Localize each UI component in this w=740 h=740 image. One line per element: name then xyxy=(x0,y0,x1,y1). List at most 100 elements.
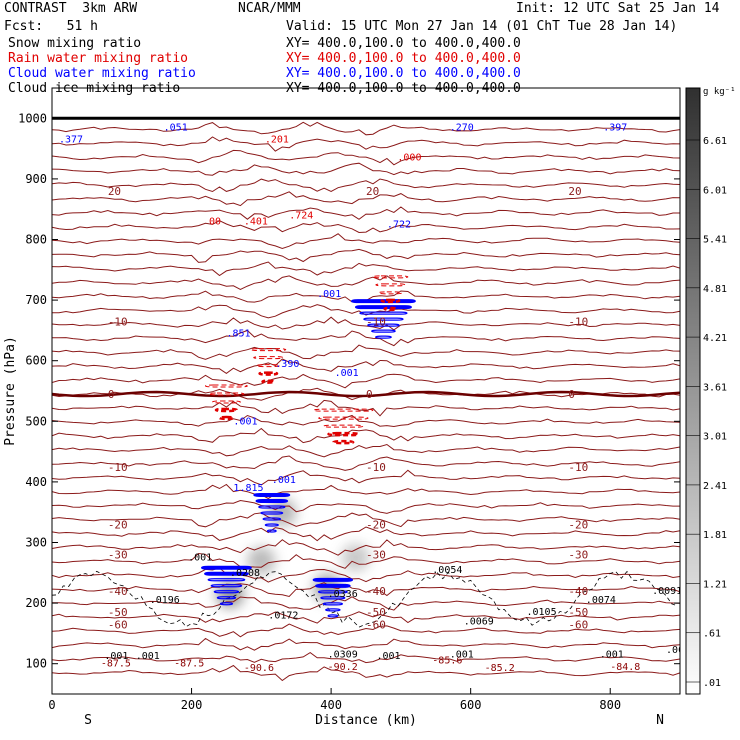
y-tick-label-6: 700 xyxy=(25,293,47,307)
annotation-30: .001 xyxy=(317,289,341,300)
colorbar-tick-label-11: .01 xyxy=(703,678,721,689)
field-name-rain: Rain water mixing ratio xyxy=(8,51,189,66)
isotherm-label-0-0: -60 xyxy=(108,618,128,631)
isotherm-line-9 xyxy=(52,539,680,556)
cloud-water-contour-2-3 xyxy=(320,596,346,600)
isotherm-label-8-2: 20 xyxy=(568,185,581,198)
rain-water-contour-0-0 xyxy=(205,384,248,388)
rain-water-contour-2-1 xyxy=(318,416,369,420)
isotherm-line-37 xyxy=(52,149,680,166)
valid-time-label: Valid: 15 UTC Mon 27 Jan 14 (01 ChT Tue … xyxy=(286,19,678,34)
x-tick-label-4: 800 xyxy=(599,698,621,712)
isotherm-label-4-0: -20 xyxy=(108,518,128,531)
annotation-18: .0074 xyxy=(586,595,616,606)
annotation-39: .201 xyxy=(265,135,289,146)
isotherm-label-1-2: -50 xyxy=(568,606,588,619)
cloud-water-contour-1-0 xyxy=(253,493,291,498)
cloud-water-contour-0-2 xyxy=(207,578,246,582)
annotation-25: .001 xyxy=(272,475,296,486)
annotation-24: 1.815 xyxy=(233,483,263,494)
cloud-water-contour-1-5 xyxy=(264,523,279,527)
isotherm-label-3-2: -30 xyxy=(568,549,588,562)
annotation-5: -85.2 xyxy=(485,663,515,674)
y-tick-label-2: 300 xyxy=(25,536,47,550)
cloud-water-contour-1-2 xyxy=(258,505,286,509)
isotherm-label-7-2: -10 xyxy=(568,315,588,328)
isotherm-line-6 xyxy=(52,582,680,598)
annotation-16: .0069 xyxy=(464,616,494,627)
y-tick-label-5: 600 xyxy=(25,354,47,368)
annotation-31: .722 xyxy=(387,219,411,230)
x-tick-label-2: 400 xyxy=(320,698,342,712)
isotherm-label-4-1: -20 xyxy=(366,518,386,531)
annotation-21: .0054 xyxy=(432,565,462,576)
annotation-33: .051 xyxy=(164,122,188,133)
annotation-8: .001 xyxy=(136,651,160,662)
annotation-7: .001 xyxy=(104,651,128,662)
cloud-water-contour-2-5 xyxy=(325,608,341,612)
cloud-water-contour-3-3 xyxy=(363,317,404,321)
annotation-19: .0091 xyxy=(652,586,682,597)
annotation-3: -90.2 xyxy=(328,662,358,673)
y-tick-label-3: 400 xyxy=(25,475,47,489)
isotherm-label-7-0: -10 xyxy=(108,315,128,328)
cloud-water-contour-2-6 xyxy=(327,614,339,618)
isotherm-label-6-2: 0 xyxy=(568,388,575,401)
isotherm-line-38 xyxy=(52,136,680,152)
cloud-water-contour-3-1 xyxy=(354,305,412,310)
isotherm-line-18 xyxy=(52,414,680,428)
annotation-20: .0336 xyxy=(328,589,358,600)
isotherm-line-0 xyxy=(52,664,680,682)
annotation-9: .0309 xyxy=(328,650,358,661)
isotherm-line-33 xyxy=(52,206,680,220)
plot-frame xyxy=(51,87,681,695)
isotherm-line-29 xyxy=(52,261,680,277)
cloud-water-contour-0-4 xyxy=(213,590,240,594)
isotherm-line-12 xyxy=(52,499,680,514)
isotherm-line-17 xyxy=(52,427,680,444)
y-tick-label-8: 900 xyxy=(25,172,47,186)
annotation-11: .001 xyxy=(450,650,474,661)
isotherm-line-28 xyxy=(52,275,680,290)
isotherm-label-6-0: 0 xyxy=(108,388,115,401)
isotherm-label-1-1: -50 xyxy=(366,606,386,619)
rain-water-contour-3-3 xyxy=(380,298,401,304)
annotation-23: .001 xyxy=(188,553,212,564)
isotherm-line-16 xyxy=(52,443,680,458)
cloud-water-contour-1-4 xyxy=(262,517,282,521)
annotation-17: .0105 xyxy=(526,607,556,618)
x-end-label-north: N xyxy=(656,713,664,728)
rain-water-contour-2-3 xyxy=(327,431,360,437)
rain-water-contour-0-4 xyxy=(218,415,235,421)
cloud-water-contour-0-5 xyxy=(216,596,237,600)
isotherm-label-4-2: -20 xyxy=(568,518,588,531)
isotherm-label-5-2: -10 xyxy=(568,461,588,474)
cloud-water-contour-2-4 xyxy=(322,602,344,606)
annotation-38: .724 xyxy=(289,210,313,221)
forecast-hour-label: Fcst: 51 h xyxy=(4,19,98,34)
isotherm-line-4 xyxy=(52,611,680,624)
isotherm-line-30 xyxy=(52,248,680,263)
colorbar-tick-label-3: 4.81 xyxy=(703,284,727,295)
field-name-snow: Snow mixing ratio xyxy=(8,36,142,51)
rain-water-contour-2-4 xyxy=(332,439,355,445)
y-tick-label-4: 500 xyxy=(25,414,47,428)
rain-water-contour-1-2 xyxy=(256,364,281,368)
isotherm-line-19 xyxy=(52,399,680,417)
rain-water-contour-0-2 xyxy=(211,400,241,404)
field-xy-rain: XY= 400.0,100.0 to 400.0,400.0 xyxy=(286,51,521,66)
cloud-water-contour-0-1 xyxy=(204,571,249,576)
field-xy-cloud-water: XY= 400.0,100.0 to 400.0,400.0 xyxy=(286,66,521,81)
cloud-water-contour-2-0 xyxy=(312,577,354,582)
annotation-40: .000 xyxy=(397,153,421,164)
rain-water-contour-2-2 xyxy=(323,424,364,428)
annotation-4: -85.6 xyxy=(432,656,462,667)
x-tick-label-1: 200 xyxy=(181,698,203,712)
cloud-water-column-2 xyxy=(312,577,354,618)
rain-water-contour-1-3 xyxy=(258,371,279,376)
rain-water-contour-2-0 xyxy=(313,408,374,412)
colorbar-tick-label-2: 5.41 xyxy=(703,235,727,246)
isotherm-label-6-1: 0 xyxy=(366,388,373,401)
